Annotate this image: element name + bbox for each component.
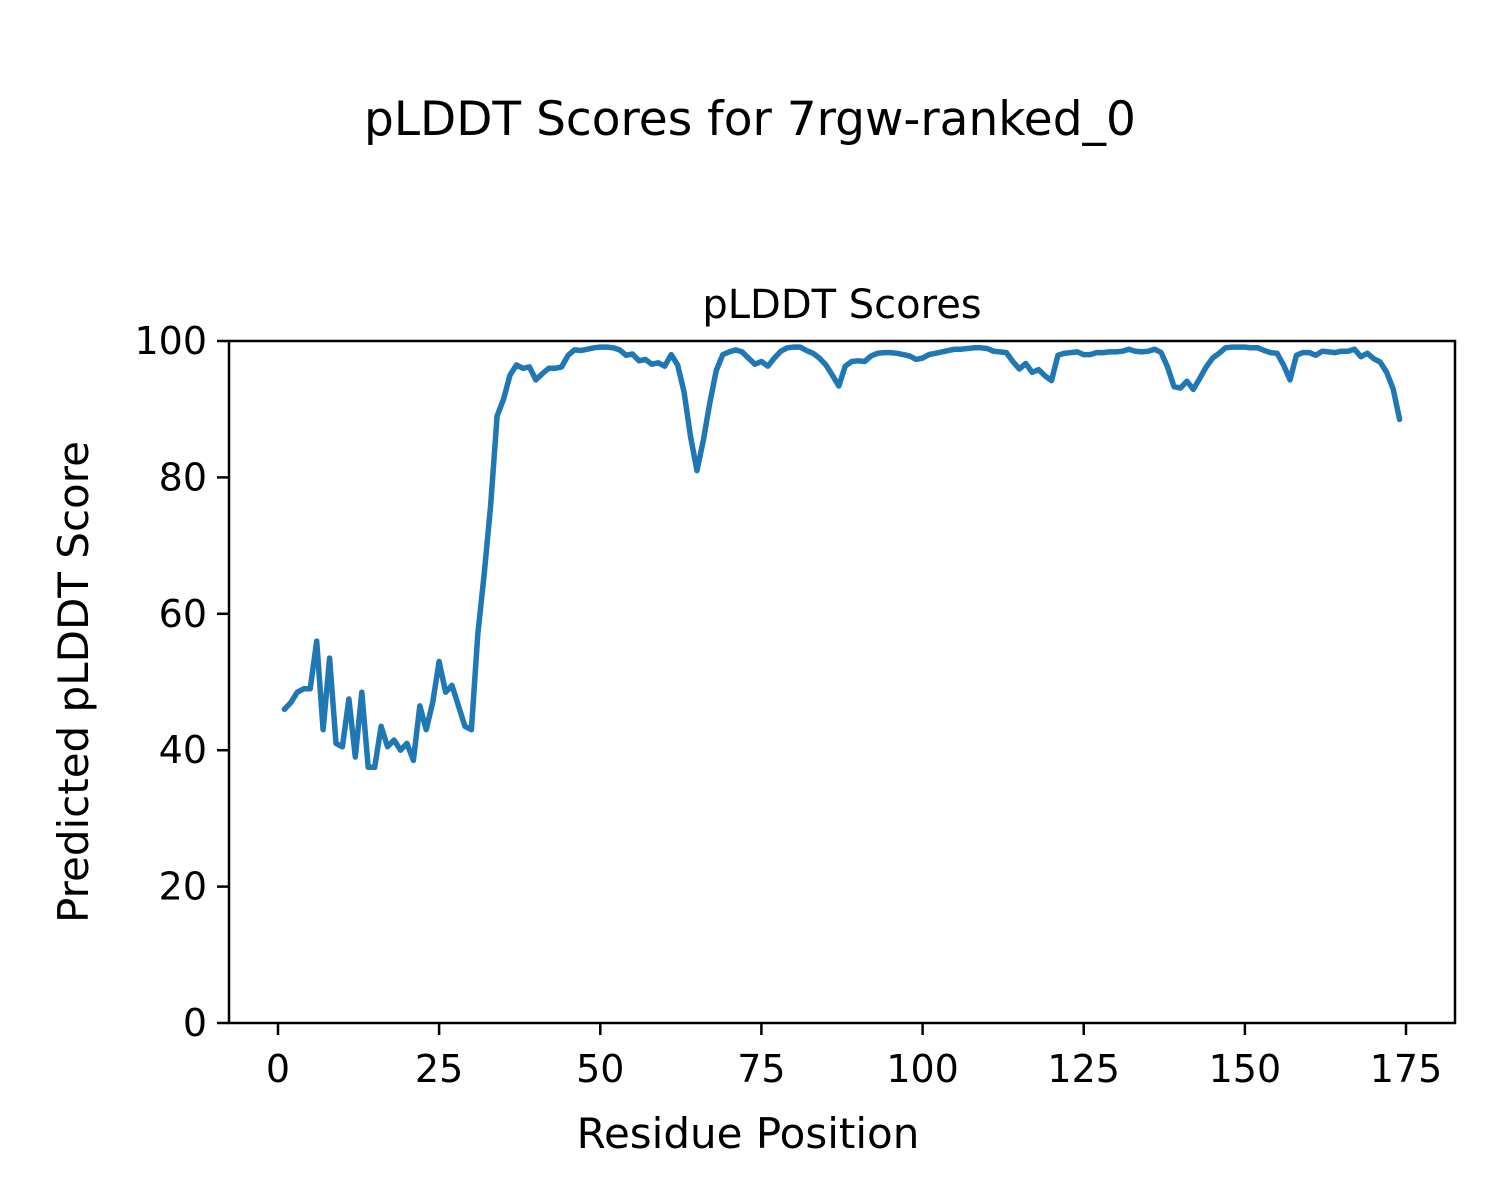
- x-axis-ticks: [276, 1023, 1408, 1035]
- x-tick-label: 75: [737, 1047, 785, 1091]
- x-axis-tick-labels: 0 25 50 75 100 125 150 175: [266, 1047, 1442, 1091]
- x-tick-label: 50: [576, 1047, 624, 1091]
- plddt-polyline: [281, 344, 1403, 771]
- x-tick-label: 125: [1047, 1047, 1120, 1091]
- y-tick-label: 100: [134, 319, 207, 363]
- y-tick-label: 20: [159, 865, 207, 909]
- y-axis-label: Predicted pLDDT Score: [49, 441, 98, 923]
- x-tick-label: 25: [415, 1047, 463, 1091]
- y-tick-label: 0: [183, 1001, 207, 1045]
- y-tick-label: 60: [159, 592, 207, 636]
- x-axis-label: Residue Position: [577, 1109, 920, 1158]
- y-axis-ticks: [217, 339, 229, 1025]
- x-tick-label: 0: [266, 1047, 290, 1091]
- y-axis-tick-labels: 0 20 40 60 80 100: [134, 319, 207, 1045]
- figure-suptitle: pLDDT Scores for 7rgw-ranked_0: [364, 92, 1136, 147]
- x-tick-label: 150: [1209, 1047, 1282, 1091]
- plddt-series-line: [281, 344, 1403, 771]
- axes-title: pLDDT Scores: [702, 282, 981, 328]
- y-tick-label: 40: [159, 728, 207, 772]
- axes-spines: [227, 339, 1457, 1025]
- x-tick-label: 100: [886, 1047, 959, 1091]
- y-tick-label: 80: [159, 455, 207, 499]
- x-tick-label: 175: [1370, 1047, 1443, 1091]
